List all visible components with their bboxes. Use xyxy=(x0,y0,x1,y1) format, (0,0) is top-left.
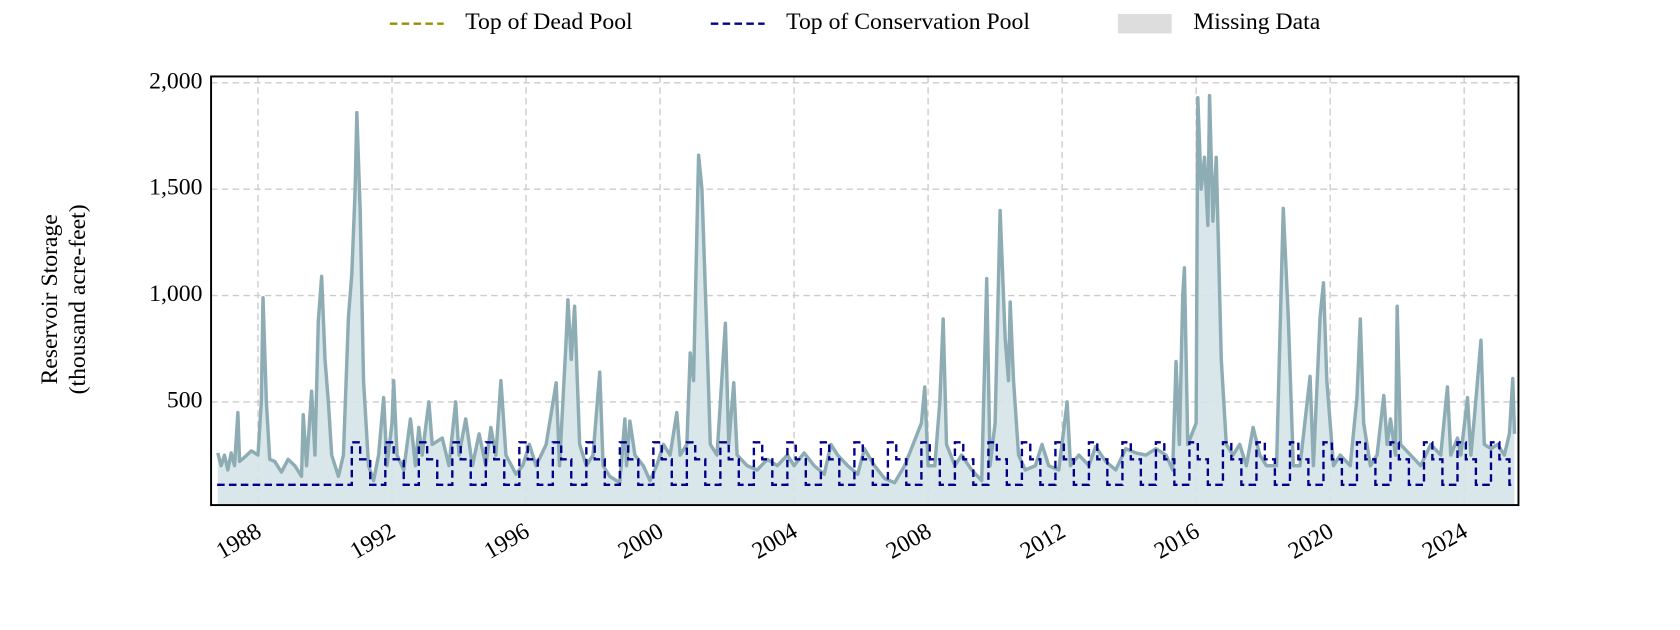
y-tick-label: 500 xyxy=(167,387,203,413)
legend-label: Missing Data xyxy=(1193,9,1320,35)
y-tick-label: 1,000 xyxy=(149,281,202,307)
legend-label: Top of Conservation Pool xyxy=(786,9,1030,35)
x-tick-label: 1996 xyxy=(480,518,534,564)
y-axis-label: Reservoir Storage xyxy=(37,214,63,384)
x-tick-label: 2008 xyxy=(882,518,936,564)
conservation-pool-line xyxy=(217,441,1515,487)
x-tick-label: 2004 xyxy=(748,518,802,564)
x-tick-label: 2016 xyxy=(1150,518,1204,564)
x-tick-label: 1992 xyxy=(346,518,400,564)
legend-swatch xyxy=(1117,14,1172,34)
legend-label: Top of Dead Pool xyxy=(465,9,633,35)
storage-area xyxy=(217,95,1515,506)
x-tick-label: 2020 xyxy=(1284,518,1338,564)
x-tick-label: 1988 xyxy=(212,518,266,564)
plot-frame xyxy=(210,75,1520,507)
x-tick-label: 2000 xyxy=(614,518,668,564)
y-tick-label: 1,500 xyxy=(149,175,202,201)
y-tick-label: 2,000 xyxy=(149,68,202,94)
x-tick-label: 2024 xyxy=(1418,518,1472,564)
x-tick-label: 2012 xyxy=(1016,518,1070,564)
y-axis-label: (thousand acre-feet) xyxy=(65,204,91,394)
